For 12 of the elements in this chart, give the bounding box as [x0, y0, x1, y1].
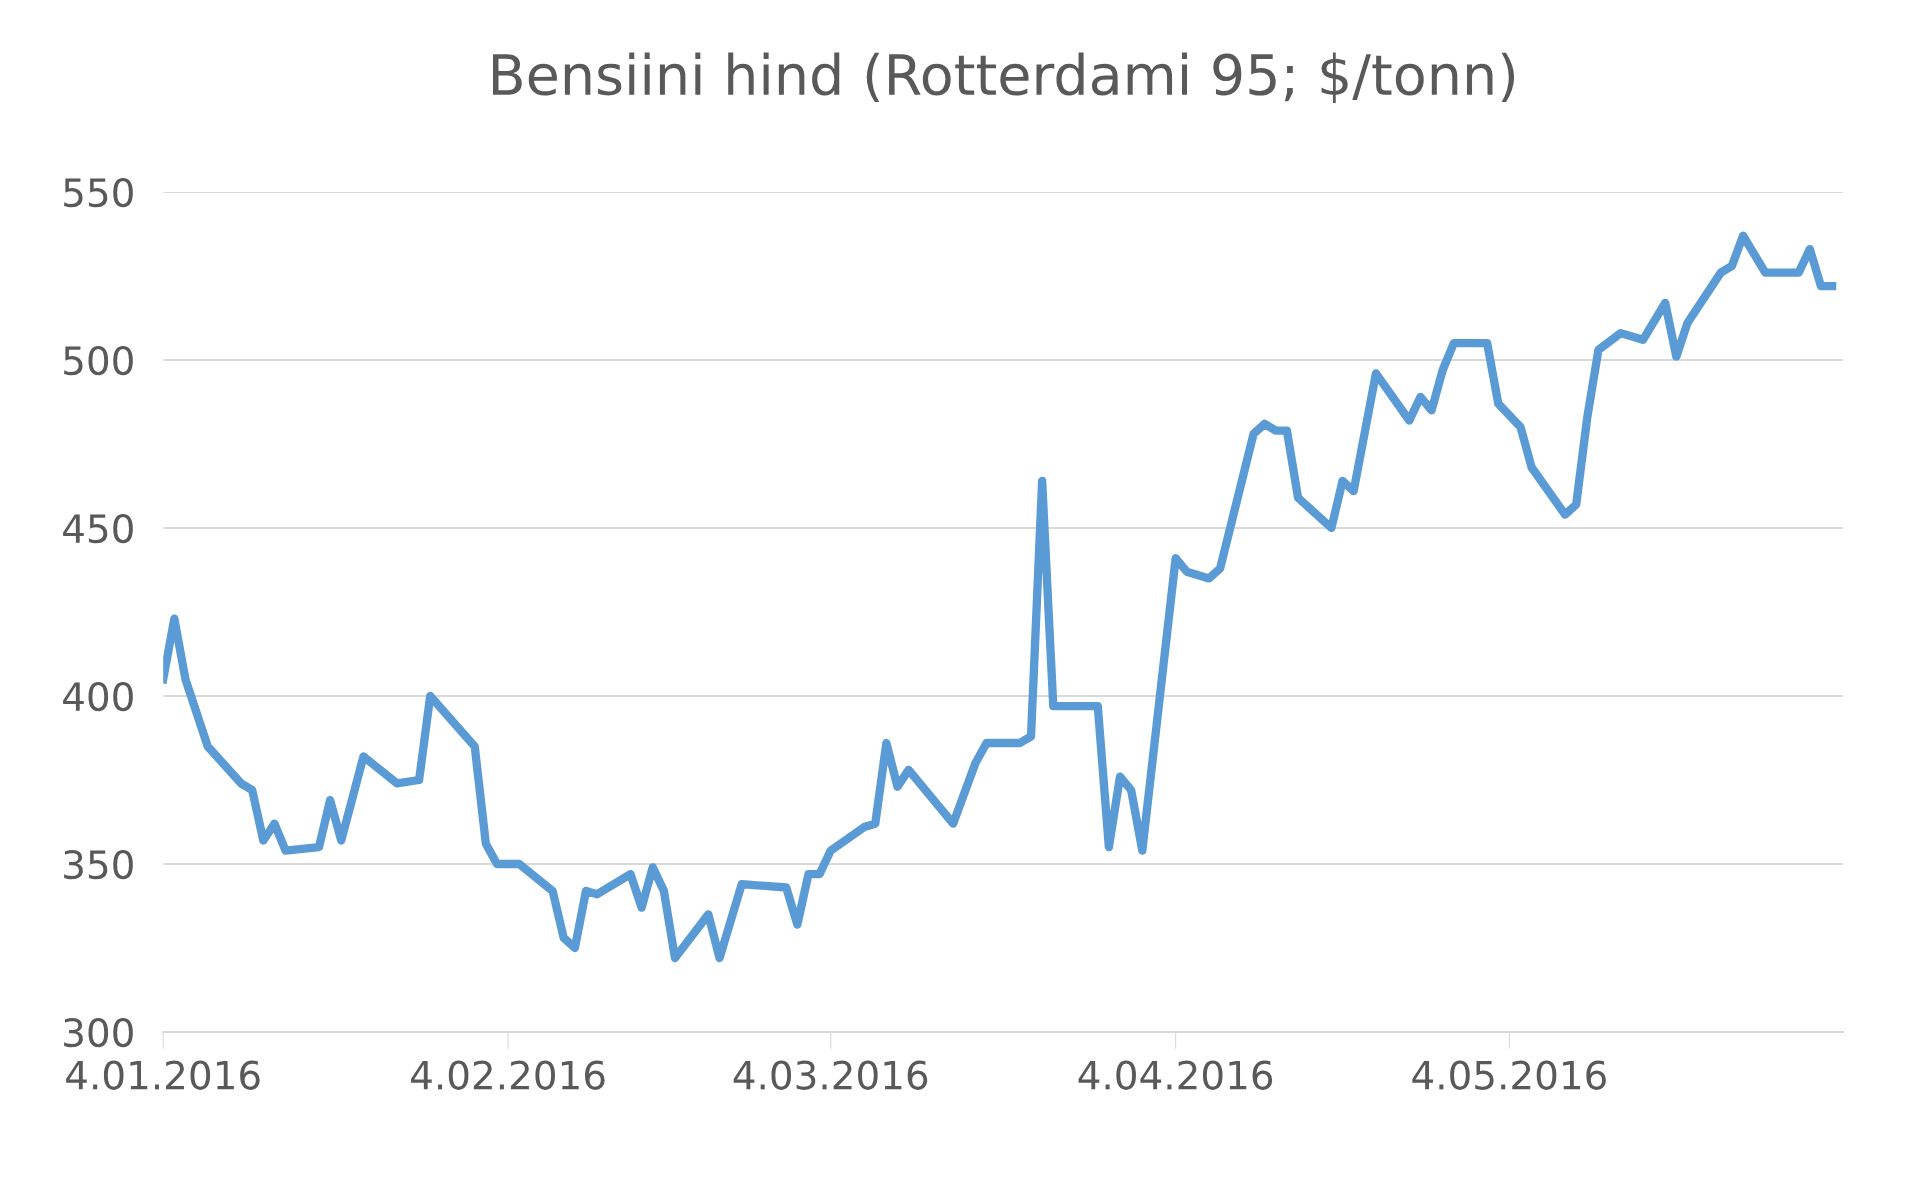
x-tick-label: 4.05.2016 — [1412, 1060, 1606, 1090]
x-tick-label: 4.01.2016 — [66, 1060, 260, 1090]
y-tick-label: 350 — [64, 849, 133, 880]
y-tick-label: 550 — [64, 177, 133, 208]
y-tick-label: 500 — [64, 345, 133, 376]
x-tick-label: 4.03.2016 — [733, 1060, 928, 1090]
y-tick-label: 300 — [64, 1017, 133, 1048]
x-tick-label: 4.04.2016 — [1078, 1060, 1273, 1090]
x-tick-label: 4.02.2016 — [411, 1060, 605, 1090]
y-tick-label: 450 — [63, 513, 133, 544]
chart-title: Bensiini hind (Rotterdami 95; $/tonn) — [493, 52, 1515, 103]
y-tick-label: 400 — [63, 681, 133, 712]
